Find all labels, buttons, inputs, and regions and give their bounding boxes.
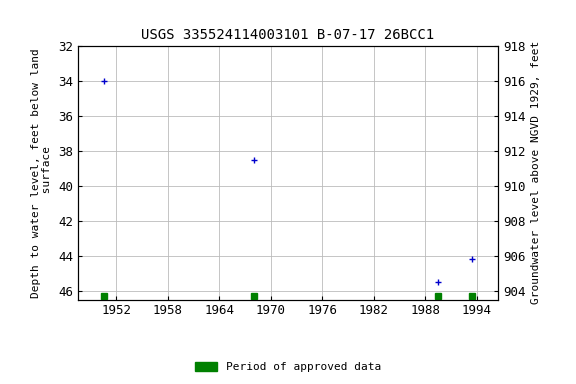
Legend: Period of approved data: Period of approved data [191,357,385,377]
Y-axis label: Groundwater level above NGVD 1929, feet: Groundwater level above NGVD 1929, feet [531,41,541,305]
Title: USGS 335524114003101 B-07-17 26BCC1: USGS 335524114003101 B-07-17 26BCC1 [142,28,434,42]
Y-axis label: Depth to water level, feet below land
 surface: Depth to water level, feet below land su… [31,48,52,298]
